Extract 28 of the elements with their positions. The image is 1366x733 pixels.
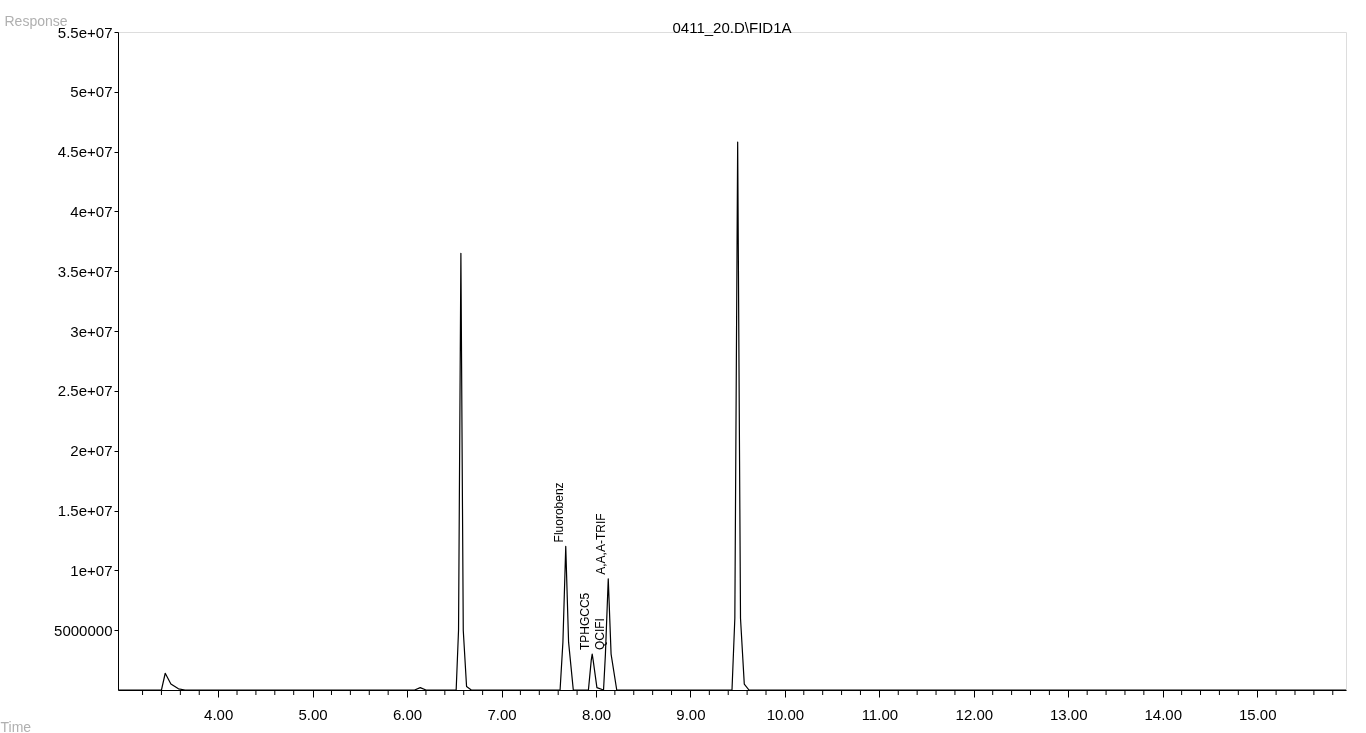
y-tick-label: 1.5e+07 [57,502,113,520]
y-tick-label: 5e+07 [70,83,113,101]
x-tick-label: 11.00 [861,705,899,723]
chart-title: 0411_20.D\FID1A [672,19,792,36]
y-tick-label: 3.5e+07 [57,262,113,280]
x-tick-label: 4.00 [204,705,234,723]
annotation: TPHGCC5 [578,592,593,651]
annotation: Fluorobenz [551,482,566,543]
x-tick-label: 6.00 [392,705,423,723]
annotation: QCIFI [593,618,608,651]
x-tick-label: 12.00 [955,705,994,723]
x-tick-label: 5.00 [298,705,328,723]
x-tick-label: 8.00 [581,705,612,723]
x-tick-label: 15.00 [1238,705,1277,723]
annotation: A,A,A-TRIF [594,513,609,575]
y-tick-label: 2e+07 [70,442,113,460]
x-tick-label: 14.00 [1144,705,1183,723]
x-tick-label: 9.00 [676,705,706,723]
x-tick-label: 10.00 [766,705,805,723]
y-tick-label: 2.5e+07 [57,382,113,400]
y-tick-label: 4.5e+07 [57,143,113,161]
x-tick-label: 13.00 [1050,705,1088,723]
y-tick-label: 4e+07 [70,202,113,220]
x-tick-label: 7.00 [487,705,517,723]
y-tick-label: 3e+07 [70,322,113,340]
x-axis-title: Time [0,718,32,733]
y-tick-label: 1e+07 [70,561,113,579]
y-tick-label: 5000000 [54,621,113,639]
